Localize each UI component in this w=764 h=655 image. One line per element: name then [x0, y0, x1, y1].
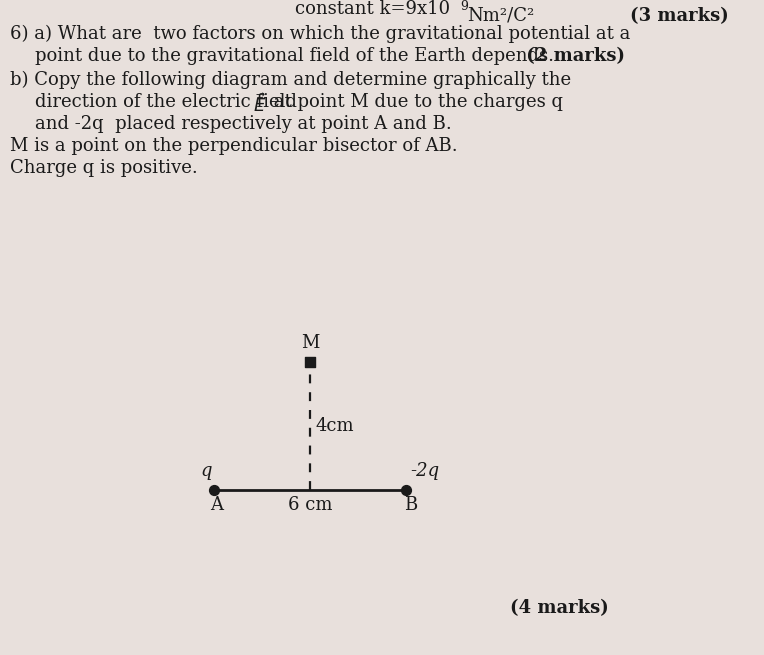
Text: 4cm: 4cm [315, 417, 354, 435]
Text: point due to the gravitational field of the Earth depends.: point due to the gravitational field of … [35, 47, 554, 65]
Text: 6 cm: 6 cm [288, 496, 332, 514]
Point [400, 485, 412, 495]
Text: at point M due to the charges q: at point M due to the charges q [268, 93, 563, 111]
Text: (4 marks): (4 marks) [510, 599, 609, 617]
Text: $\vec{E}$: $\vec{E}$ [253, 93, 267, 116]
Text: A: A [210, 496, 223, 514]
Text: direction of the electric field: direction of the electric field [35, 93, 303, 111]
Text: B: B [404, 496, 417, 514]
Text: (3 marks): (3 marks) [630, 7, 729, 25]
Point [208, 485, 220, 495]
Text: Nm²/C²: Nm²/C² [467, 7, 534, 25]
Text: M is a point on the perpendicular bisector of AB.: M is a point on the perpendicular bisect… [10, 137, 458, 155]
Text: and -2q  placed respectively at point A and B.: and -2q placed respectively at point A a… [35, 115, 452, 133]
Text: M: M [301, 334, 319, 352]
Text: Charge q is positive.: Charge q is positive. [10, 159, 198, 177]
Text: (2 marks): (2 marks) [520, 47, 625, 65]
Text: q: q [200, 462, 212, 480]
Text: b) Copy the following diagram and determine graphically the: b) Copy the following diagram and determ… [10, 71, 571, 89]
Text: 9: 9 [460, 0, 468, 13]
Text: constant k=9x10: constant k=9x10 [295, 0, 450, 18]
Text: 6) a) What are  two factors on which the gravitational potential at a: 6) a) What are two factors on which the … [10, 25, 630, 43]
Text: -2q: -2q [410, 462, 439, 480]
Point [304, 357, 316, 367]
